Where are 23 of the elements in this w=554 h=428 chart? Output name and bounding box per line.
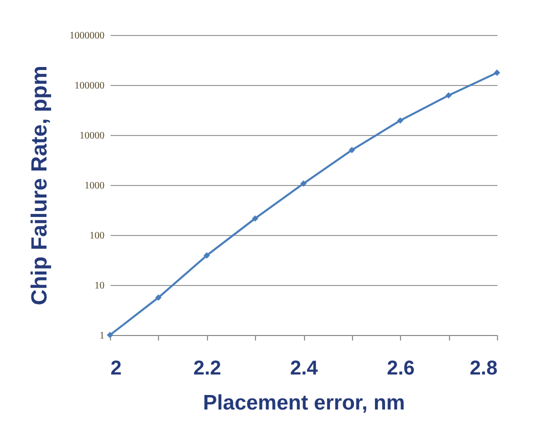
point (106, 332, 114, 338)
y-axis-title: Chip Failure Rate, ppm (26, 66, 52, 306)
y-tick-label: 1000000 (70, 30, 104, 42)
x-tick-label: 2.4 (290, 358, 319, 380)
y-tick-label: 100000 (74, 80, 104, 92)
x-tick-label: 2.8 (470, 358, 498, 380)
point (494, 70, 500, 76)
y-tick-label: 100 (90, 230, 104, 242)
point (155, 294, 162, 301)
point (300, 180, 307, 187)
point (252, 215, 258, 222)
point (397, 117, 404, 124)
x-tick-label: 2.6 (386, 358, 415, 380)
y-tick-label: 10 (94, 280, 104, 292)
y-tick-label: 1 (100, 330, 104, 342)
x-tick-label: 2.2 (193, 358, 222, 380)
point (445, 92, 452, 99)
y-tick-label: 10000 (80, 130, 104, 142)
point (204, 252, 210, 259)
y-tick-label: 1000 (84, 180, 104, 192)
x-axis-title: Placement error, nm (203, 392, 405, 414)
x-tick-label: 2 (110, 358, 122, 380)
point (348, 146, 356, 154)
